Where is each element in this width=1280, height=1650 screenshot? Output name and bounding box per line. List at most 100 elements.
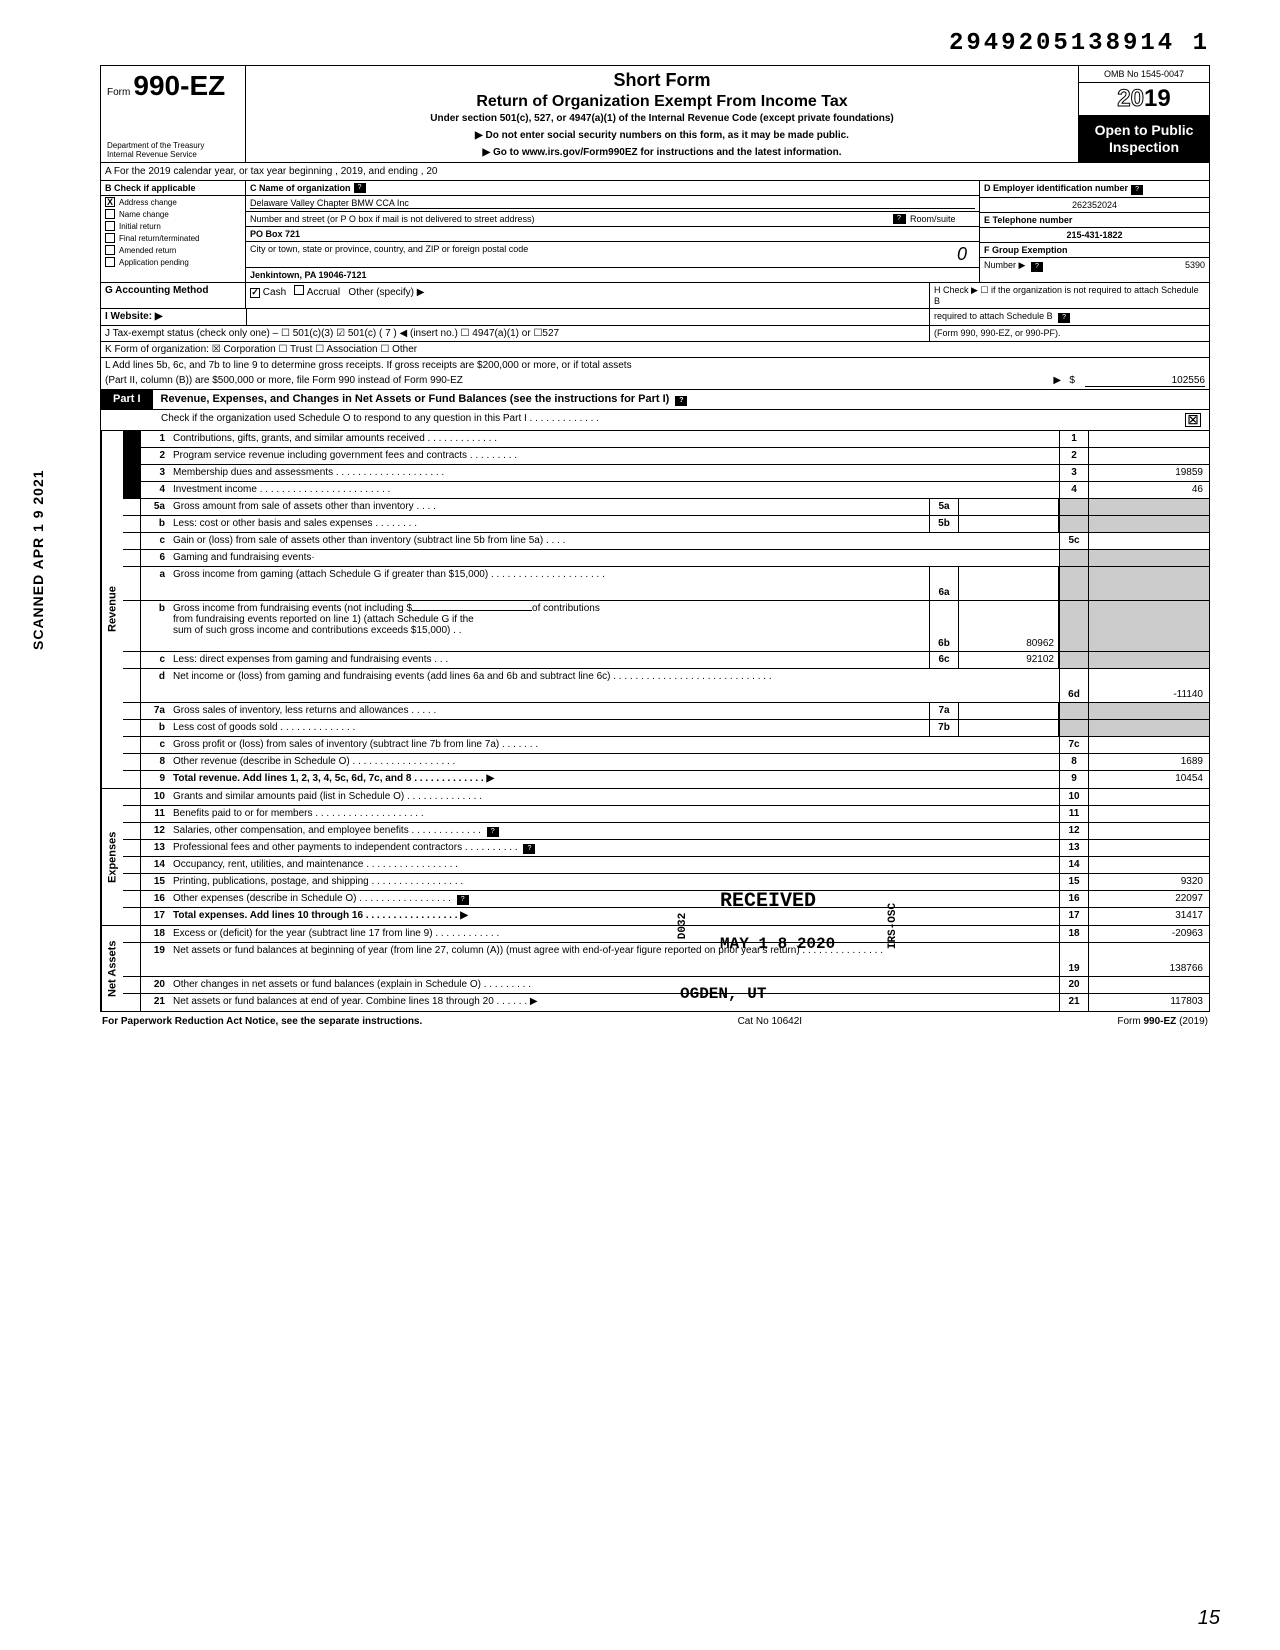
document-number: 2949205138914 1 bbox=[100, 30, 1210, 57]
line-7b-mv bbox=[959, 720, 1059, 736]
line-7a-mn: 7a bbox=[929, 703, 959, 719]
scanned-stamp: SCANNED APR 1 9 2021 bbox=[30, 469, 46, 650]
line-12-rn: 12 bbox=[1059, 823, 1089, 839]
line-6c-mn: 6c bbox=[929, 652, 959, 668]
help-icon[interactable] bbox=[123, 482, 141, 498]
net-assets-section: Net Assets 18Excess or (deficit) for the… bbox=[100, 926, 1210, 1012]
line-k-text: K Form of organization: ☒ Corporation ☐ … bbox=[101, 342, 1209, 357]
phone-value: 215-431-1822 bbox=[1066, 230, 1122, 240]
line-13-num: 13 bbox=[141, 840, 169, 856]
help-icon[interactable]: ? bbox=[893, 214, 905, 224]
line-6c-desc: Less: direct expenses from gaming and fu… bbox=[169, 652, 929, 668]
group-exemption-value: 5390 bbox=[1185, 260, 1205, 272]
line-5a-mn: 5a bbox=[929, 499, 959, 515]
line-16-val: 22097 bbox=[1089, 891, 1209, 907]
chk-accrual[interactable] bbox=[294, 285, 304, 295]
chk-cash[interactable]: ✓ bbox=[250, 288, 260, 298]
revenue-side-label: Revenue bbox=[101, 431, 123, 788]
help-icon[interactable]: ? bbox=[1031, 262, 1043, 272]
line-7a-mv bbox=[959, 703, 1059, 719]
line-5c-num: c bbox=[141, 533, 169, 549]
line-18-val: -20963 bbox=[1089, 926, 1209, 942]
help-icon[interactable] bbox=[123, 465, 141, 481]
line-3-val: 19859 bbox=[1089, 465, 1209, 481]
line-1-num: 1 bbox=[141, 431, 169, 447]
line-10-num: 10 bbox=[141, 789, 169, 805]
subtitle: Under section 501(c), 527, or 4947(a)(1)… bbox=[254, 113, 1070, 124]
line-g-h: G Accounting Method ✓ Cash Accrual Other… bbox=[100, 283, 1210, 309]
line-19-num: 19 bbox=[141, 943, 169, 976]
line-21-rn: 21 bbox=[1059, 994, 1089, 1011]
line-5b-mv bbox=[959, 516, 1059, 532]
revenue-section: Revenue 1Contributions, gifts, grants, a… bbox=[100, 431, 1210, 789]
help-icon[interactable]: ? bbox=[523, 844, 535, 854]
lbl-final-return: Final return/terminated bbox=[119, 234, 199, 243]
line-6b-desc: Gross income from fundraising events (no… bbox=[169, 601, 929, 651]
part-1-sub-text: Check if the organization used Schedule … bbox=[161, 413, 1185, 427]
line-11-desc: Benefits paid to or for members . . . . … bbox=[169, 806, 1059, 822]
chk-address-change[interactable] bbox=[105, 197, 115, 207]
line-1-rn: 1 bbox=[1059, 431, 1089, 447]
line-6b-mn: 6b bbox=[929, 601, 959, 651]
line-l: L Add lines 5b, 6c, and 7b to line 9 to … bbox=[100, 358, 1210, 390]
chk-final-return[interactable] bbox=[105, 233, 115, 243]
line-13-desc: Professional fees and other payments to … bbox=[169, 840, 1059, 856]
line-15-val: 9320 bbox=[1089, 874, 1209, 890]
part-1-header: Part I Revenue, Expenses, and Changes in… bbox=[100, 390, 1210, 410]
line-5c-desc: Gain or (loss) from sale of assets other… bbox=[169, 533, 1059, 549]
help-icon[interactable] bbox=[123, 431, 141, 447]
line-1-desc: Contributions, gifts, grants, and simila… bbox=[169, 431, 1059, 447]
help-icon[interactable] bbox=[123, 448, 141, 464]
line-2-rn: 2 bbox=[1059, 448, 1089, 464]
line-6d-desc: Net income or (loss) from gaming and fun… bbox=[169, 669, 1059, 702]
line-16-rn: 16 bbox=[1059, 891, 1089, 907]
chk-name-change[interactable] bbox=[105, 209, 115, 219]
line-6-desc: Gaming and fundraising events· bbox=[169, 550, 1059, 566]
form-prefix: Form bbox=[107, 87, 130, 98]
line-8-num: 8 bbox=[141, 754, 169, 770]
help-icon[interactable]: ? bbox=[457, 895, 469, 905]
line-8-rn: 8 bbox=[1059, 754, 1089, 770]
help-icon[interactable]: ? bbox=[354, 183, 366, 193]
line-7c-num: c bbox=[141, 737, 169, 753]
label-f-number: Number ▶ bbox=[984, 260, 1025, 270]
line-19-desc: Net assets or fund balances at beginning… bbox=[169, 943, 1059, 976]
line-h-sub: required to attach Schedule B ? bbox=[934, 311, 1070, 321]
line-i-j: I Website: ▶ required to attach Schedule… bbox=[100, 309, 1210, 326]
line-6a-desc: Gross income from gaming (attach Schedul… bbox=[169, 567, 929, 600]
line-j: J Tax-exempt status (check only one) – ☐… bbox=[100, 326, 1210, 342]
label-room: Room/suite bbox=[905, 214, 975, 224]
label-city: City or town, state or province, country… bbox=[250, 244, 957, 265]
line-5c-rn: 5c bbox=[1059, 533, 1089, 549]
chk-initial-return[interactable] bbox=[105, 221, 115, 231]
line-h-text: H Check ▶ ☐ if the organization is not r… bbox=[934, 285, 1199, 306]
line-11-rn: 11 bbox=[1059, 806, 1089, 822]
identity-section: B Check if applicable Address change Nam… bbox=[100, 181, 1210, 283]
line-8-desc: Other revenue (describe in Schedule O) .… bbox=[169, 754, 1059, 770]
calendar-year-text: A For the 2019 calendar year, or tax yea… bbox=[101, 163, 1209, 180]
line-7b-num: b bbox=[141, 720, 169, 736]
line-2-desc: Program service revenue including govern… bbox=[169, 448, 1059, 464]
title-short-form: Short Form bbox=[254, 70, 1070, 91]
line-12-desc: Salaries, other compensation, and employ… bbox=[169, 823, 1059, 839]
lbl-initial-return: Initial return bbox=[119, 222, 161, 231]
line-4-desc: Investment income . . . . . . . . . . . … bbox=[169, 482, 1059, 498]
help-icon[interactable]: ? bbox=[675, 396, 687, 406]
line-3-desc: Membership dues and assessments . . . . … bbox=[169, 465, 1059, 481]
chk-amended[interactable] bbox=[105, 245, 115, 255]
form-number: 990-EZ bbox=[133, 70, 225, 101]
line-7a-num: 7a bbox=[141, 703, 169, 719]
lbl-application-pending: Application pending bbox=[119, 258, 189, 267]
line-8-val: 1689 bbox=[1089, 754, 1209, 770]
line-l2: (Part II, column (B)) are $500,000 or mo… bbox=[105, 375, 1053, 387]
chk-application-pending[interactable] bbox=[105, 257, 115, 267]
label-g: G Accounting Method bbox=[105, 285, 209, 296]
lbl-cash: Cash bbox=[263, 287, 286, 298]
line-17-desc: Total expenses. Add lines 10 through 16 … bbox=[169, 908, 1059, 925]
ein-value: 262352024 bbox=[1072, 200, 1117, 210]
line-17-num: 17 bbox=[141, 908, 169, 925]
schedule-o-checkbox[interactable]: ☒ bbox=[1185, 413, 1201, 427]
help-icon[interactable]: ? bbox=[487, 827, 499, 837]
help-icon[interactable]: ? bbox=[1131, 185, 1143, 195]
line-h2-text: (Form 990, 990-EZ, or 990-PF). bbox=[929, 326, 1209, 341]
